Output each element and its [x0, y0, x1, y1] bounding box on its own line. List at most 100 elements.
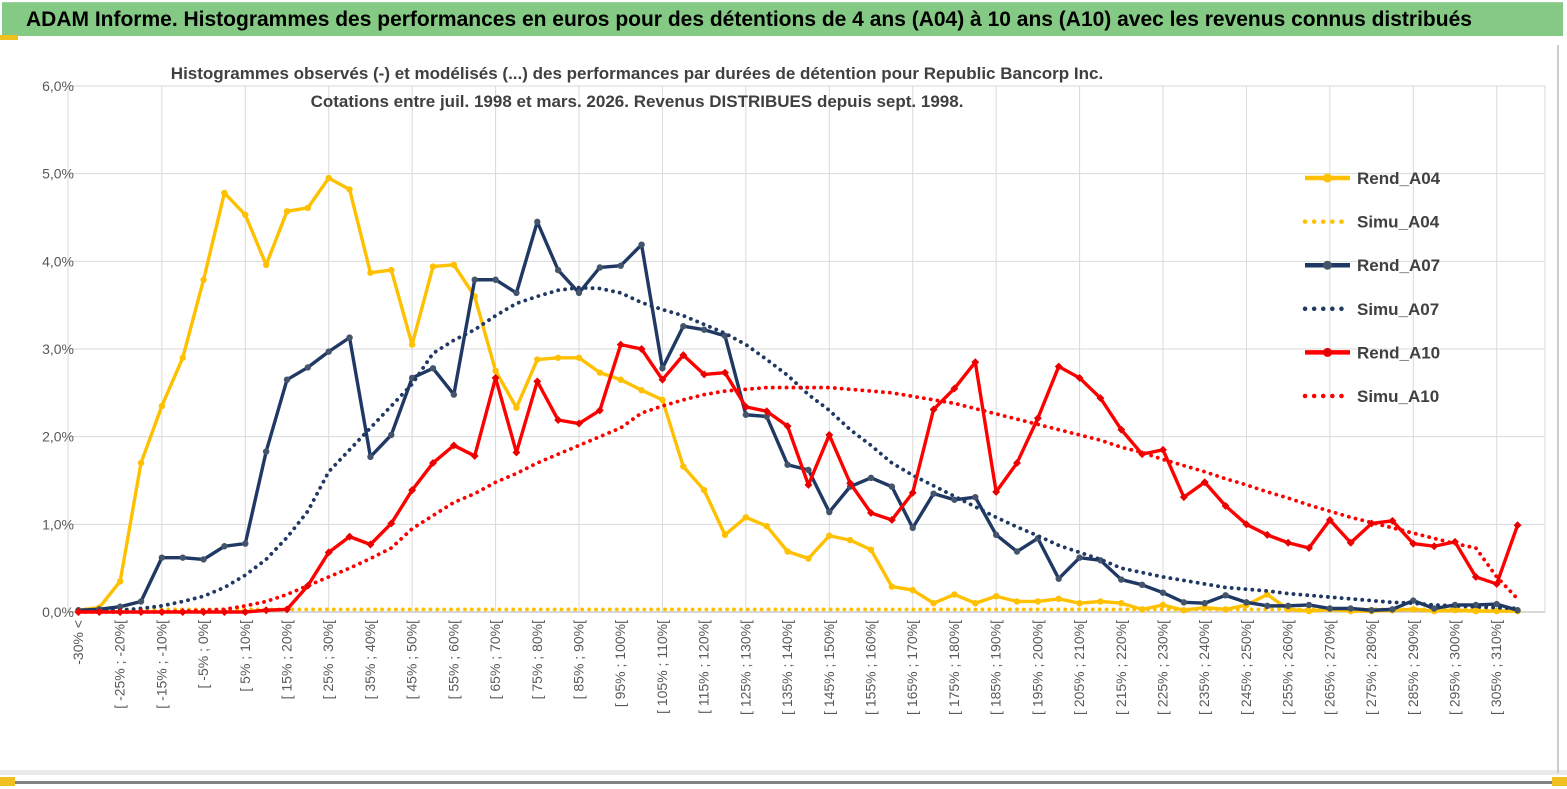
series-marker-Rend_A07 [1430, 605, 1438, 612]
series-marker-Rend_A04 [116, 578, 124, 585]
series-marker-Rend_A10 [366, 540, 375, 549]
series-marker-Rend_A07 [1368, 607, 1375, 614]
series-marker-Rend_A07 [304, 364, 312, 371]
legend-marker-Rend_A07[interactable] [1323, 260, 1332, 270]
legend-label-Simu_A10[interactable]: Simu_A10 [1357, 387, 1439, 406]
series-marker-Rend_A07 [1180, 599, 1188, 606]
series-marker-Rend_A04 [492, 367, 499, 375]
series-marker-Rend_A07 [262, 448, 270, 455]
series-marker-Rend_A07 [1243, 599, 1250, 606]
bottom-band [0, 770, 1567, 775]
series-marker-Rend_A04 [534, 356, 541, 363]
legend-label-Simu_A04[interactable]: Simu_A04 [1357, 213, 1440, 232]
series-marker-Rend_A07 [888, 483, 896, 490]
series-marker-Rend_A04 [721, 531, 729, 539]
series-marker-Rend_A07 [1118, 576, 1125, 583]
series-marker-Rend_A04 [1034, 598, 1042, 605]
y-axis-label: 2,0% [42, 429, 74, 445]
x-axis-label: [ 145% ; 150%[ [821, 620, 837, 715]
legend-label-Rend_A04[interactable]: Rend_A04 [1357, 169, 1441, 188]
x-axis-label: [ 105% ; 110%[ [654, 620, 670, 714]
series-marker-Rend_A04 [262, 261, 270, 269]
series-marker-Rend_A10 [1305, 544, 1313, 552]
series-marker-Rend_A04 [242, 211, 249, 219]
series-marker-Rend_A04 [742, 514, 750, 521]
series-marker-Rend_A07 [137, 598, 145, 605]
series-line-Rend_A04 [76, 176, 1520, 613]
page-title: ADAM Informe. Histogrammes des performan… [26, 8, 1472, 31]
series-marker-Rend_A04 [1159, 601, 1167, 609]
x-axis-label: [ 25% ; 30%[ [320, 620, 336, 699]
chart-right-border [1557, 45, 1559, 773]
series-marker-Rend_A07 [1326, 605, 1334, 612]
series-marker-Rend_A04 [596, 369, 604, 376]
series-marker-Rend_A07 [680, 323, 687, 330]
x-axis-label: [ 115% ; 120%[ [696, 620, 712, 714]
series-marker-Rend_A10 [616, 340, 625, 349]
x-axis-label: [ 85% ; 90%[ [571, 620, 587, 699]
series-marker-Rend_A10 [408, 486, 417, 495]
series-marker-Rend_A04 [200, 276, 207, 283]
series-marker-Rend_A07 [1013, 548, 1021, 555]
series-marker-Rend_A04 [283, 208, 291, 215]
x-axis-label: [ 55% ; 60%[ [445, 620, 461, 699]
legend-label-Rend_A07[interactable]: Rend_A07 [1357, 256, 1440, 275]
legend-label-Rend_A10[interactable]: Rend_A10 [1357, 343, 1440, 362]
series-marker-Rend_A07 [617, 262, 624, 269]
series-line-Simu_A10 [76, 385, 1520, 614]
series-marker-Rend_A04 [784, 548, 791, 555]
series-line-Simu_A07 [76, 285, 1520, 614]
series-marker-Rend_A07 [388, 431, 395, 439]
series-marker-Rend_A04 [179, 354, 186, 361]
series-marker-Rend_A07 [367, 453, 374, 461]
series-marker-Rend_A04 [388, 266, 395, 274]
series-marker-Rend_A10 [449, 441, 458, 450]
series-marker-Rend_A10 [554, 416, 563, 424]
bottom-divider-line [0, 781, 1567, 784]
x-axis-label: [ 305% ; 310%[ [1488, 620, 1504, 715]
series-marker-Rend_A04 [1076, 600, 1083, 607]
x-axis-label: [ 175% ; 180%[ [946, 620, 962, 715]
legend-marker-Rend_A04[interactable] [1323, 173, 1332, 183]
x-axis-label: [ 35% ; 40%[ [362, 620, 378, 699]
x-axis-label: [ 215% ; 220%[ [1113, 620, 1129, 715]
series-marker-Rend_A10 [950, 384, 959, 393]
x-axis-label: [ 155% ; 160%[ [863, 620, 879, 715]
series-marker-Rend_A04 [680, 463, 687, 470]
x-axis-label: [ -25% ; -20%[ [112, 620, 128, 709]
x-axis-label: [ 255% ; 260%[ [1280, 620, 1296, 715]
series-marker-Rend_A04 [1118, 600, 1125, 607]
y-axis-label: 3,0% [42, 341, 74, 357]
series-marker-Rend_A04 [367, 269, 374, 276]
series-marker-Rend_A04 [805, 555, 812, 562]
gold-accent-bottom-left [0, 777, 15, 786]
chart-title-line1: Histogrammes observés (-) et modélisés (… [171, 64, 1103, 83]
series-marker-Rend_A07 [1389, 606, 1396, 613]
gold-accent-top-left [0, 35, 18, 40]
y-axis-label: 5,0% [42, 166, 74, 182]
series-marker-Rend_A07 [742, 411, 750, 418]
chart-title-line2: Cotations entre juil. 1998 et mars. 2026… [311, 92, 964, 111]
series-marker-Rend_A07 [805, 466, 812, 474]
series-marker-Rend_A07 [784, 461, 791, 468]
series-marker-Rend_A07 [972, 493, 979, 501]
series-marker-Rend_A07 [1138, 581, 1146, 589]
series-marker-Rend_A04 [659, 396, 666, 404]
series-marker-Rend_A04 [1410, 606, 1417, 613]
legend-marker-Rend_A10[interactable] [1323, 347, 1332, 357]
series-marker-Rend_A07 [826, 508, 833, 516]
x-axis-label: [ 275% ; 280%[ [1363, 620, 1379, 715]
series-marker-Rend_A07 [700, 326, 708, 333]
series-marker-Rend_A04 [325, 174, 332, 182]
series-marker-Rend_A04 [867, 546, 875, 553]
legend-label-Simu_A07[interactable]: Simu_A07 [1357, 300, 1439, 319]
series-marker-Rend_A07 [179, 554, 186, 561]
x-axis-label: [ 235% ; 240%[ [1196, 620, 1212, 715]
series-marker-Rend_A07 [1493, 600, 1500, 608]
series-line-Rend_A10 [76, 342, 1520, 614]
series-marker-Rend_A10 [1013, 459, 1021, 467]
series-marker-Rend_A07 [1076, 554, 1083, 561]
series-marker-Rend_A04 [554, 354, 562, 361]
series-marker-Rend_A04 [158, 402, 166, 410]
